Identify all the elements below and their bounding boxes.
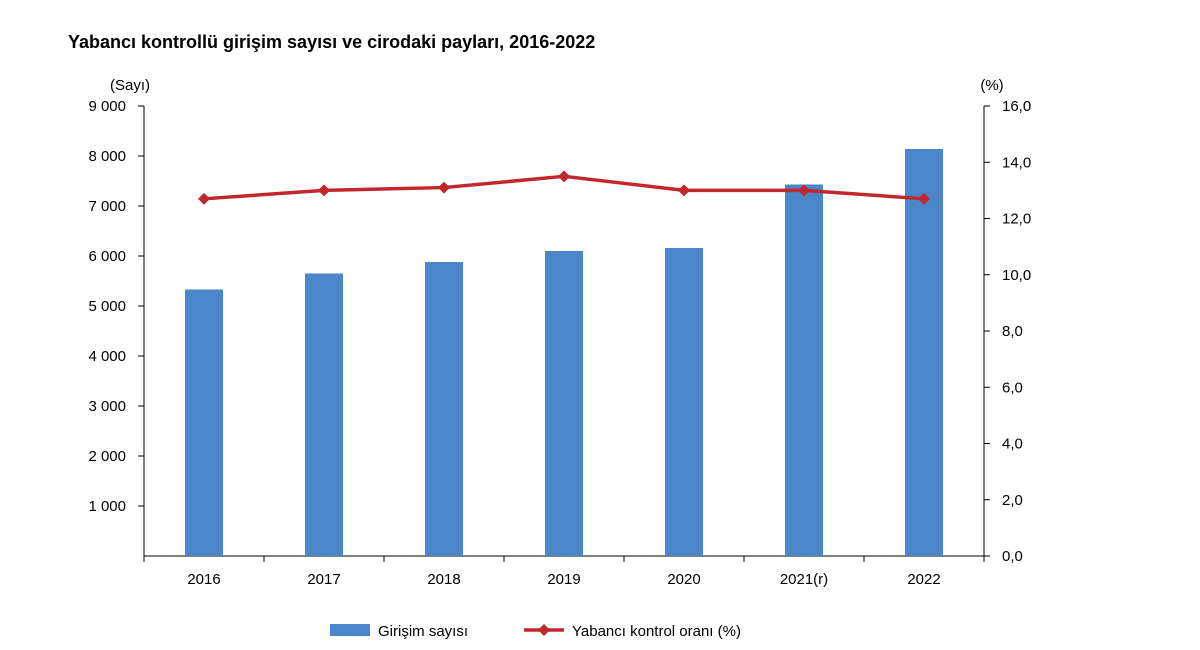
legend-label-bar: Girişim sayısı xyxy=(378,623,468,640)
labels-layer: 1 000 2 000 3 000 4 000 5 000 6 000 7 000 8 000… xyxy=(88,77,1031,588)
right-tick-label: 12,0 xyxy=(1002,211,1031,228)
bar xyxy=(185,289,223,556)
legend-label-line: Yabancı kontrol oranı (%) xyxy=(572,623,741,640)
right-tick-label: 8,0 xyxy=(1002,323,1023,340)
x-tick-label: 2020 xyxy=(667,571,700,588)
line-point xyxy=(678,184,690,197)
right-axis-unit-label: (%) xyxy=(980,77,1003,94)
left-tick-label: 7 000 xyxy=(88,198,126,215)
x-tick-label: 2022 xyxy=(907,571,940,588)
line-layer xyxy=(198,170,930,205)
right-tick-label: 14,0 xyxy=(1002,154,1031,171)
bar xyxy=(905,149,943,556)
bar xyxy=(665,248,703,556)
right-tick-label: 6,0 xyxy=(1002,379,1023,396)
x-tick-label: 2017 xyxy=(307,571,340,588)
right-tick-label: 2,0 xyxy=(1002,492,1023,509)
left-tick-label: 2 000 xyxy=(88,448,126,465)
bar xyxy=(545,251,583,556)
line-point xyxy=(438,181,450,194)
right-tick-label: 10,0 xyxy=(1002,267,1031,284)
bar xyxy=(305,273,343,556)
right-tick-label: 4,0 xyxy=(1002,436,1023,453)
legend: Girişim sayısı Yabancı kontrol oranı (%) xyxy=(330,623,741,640)
chart-title: Yabancı kontrollü girişim sayısı ve ciro… xyxy=(68,32,596,52)
line-point xyxy=(198,192,210,205)
x-tick-label: 2018 xyxy=(427,571,460,588)
x-tick-label: 2021(r) xyxy=(780,571,828,588)
bar xyxy=(785,184,823,556)
legend-bar-swatch xyxy=(330,624,370,636)
right-tick-label: 16,0 xyxy=(1002,98,1031,115)
x-tick-label: 2016 xyxy=(187,571,220,588)
x-tick-label: 2019 xyxy=(547,571,580,588)
left-tick-label: 4 000 xyxy=(88,348,126,365)
left-tick-label: 6 000 xyxy=(88,248,126,265)
left-tick-label: 9 000 xyxy=(88,98,126,115)
left-tick-label: 1 000 xyxy=(88,498,126,515)
left-tick-label: 8 000 xyxy=(88,148,126,165)
left-axis-unit-label: (Sayı) xyxy=(110,77,150,94)
line-point xyxy=(798,184,810,197)
right-tick-label: 0,0 xyxy=(1002,548,1023,565)
line-point xyxy=(318,184,330,197)
bars-layer xyxy=(185,149,943,556)
left-tick-label: 3 000 xyxy=(88,398,126,415)
legend-line-marker xyxy=(538,624,550,636)
left-tick-label: 5 000 xyxy=(88,298,126,315)
line-point xyxy=(918,192,930,205)
line-point xyxy=(558,170,570,183)
bar xyxy=(425,262,463,556)
